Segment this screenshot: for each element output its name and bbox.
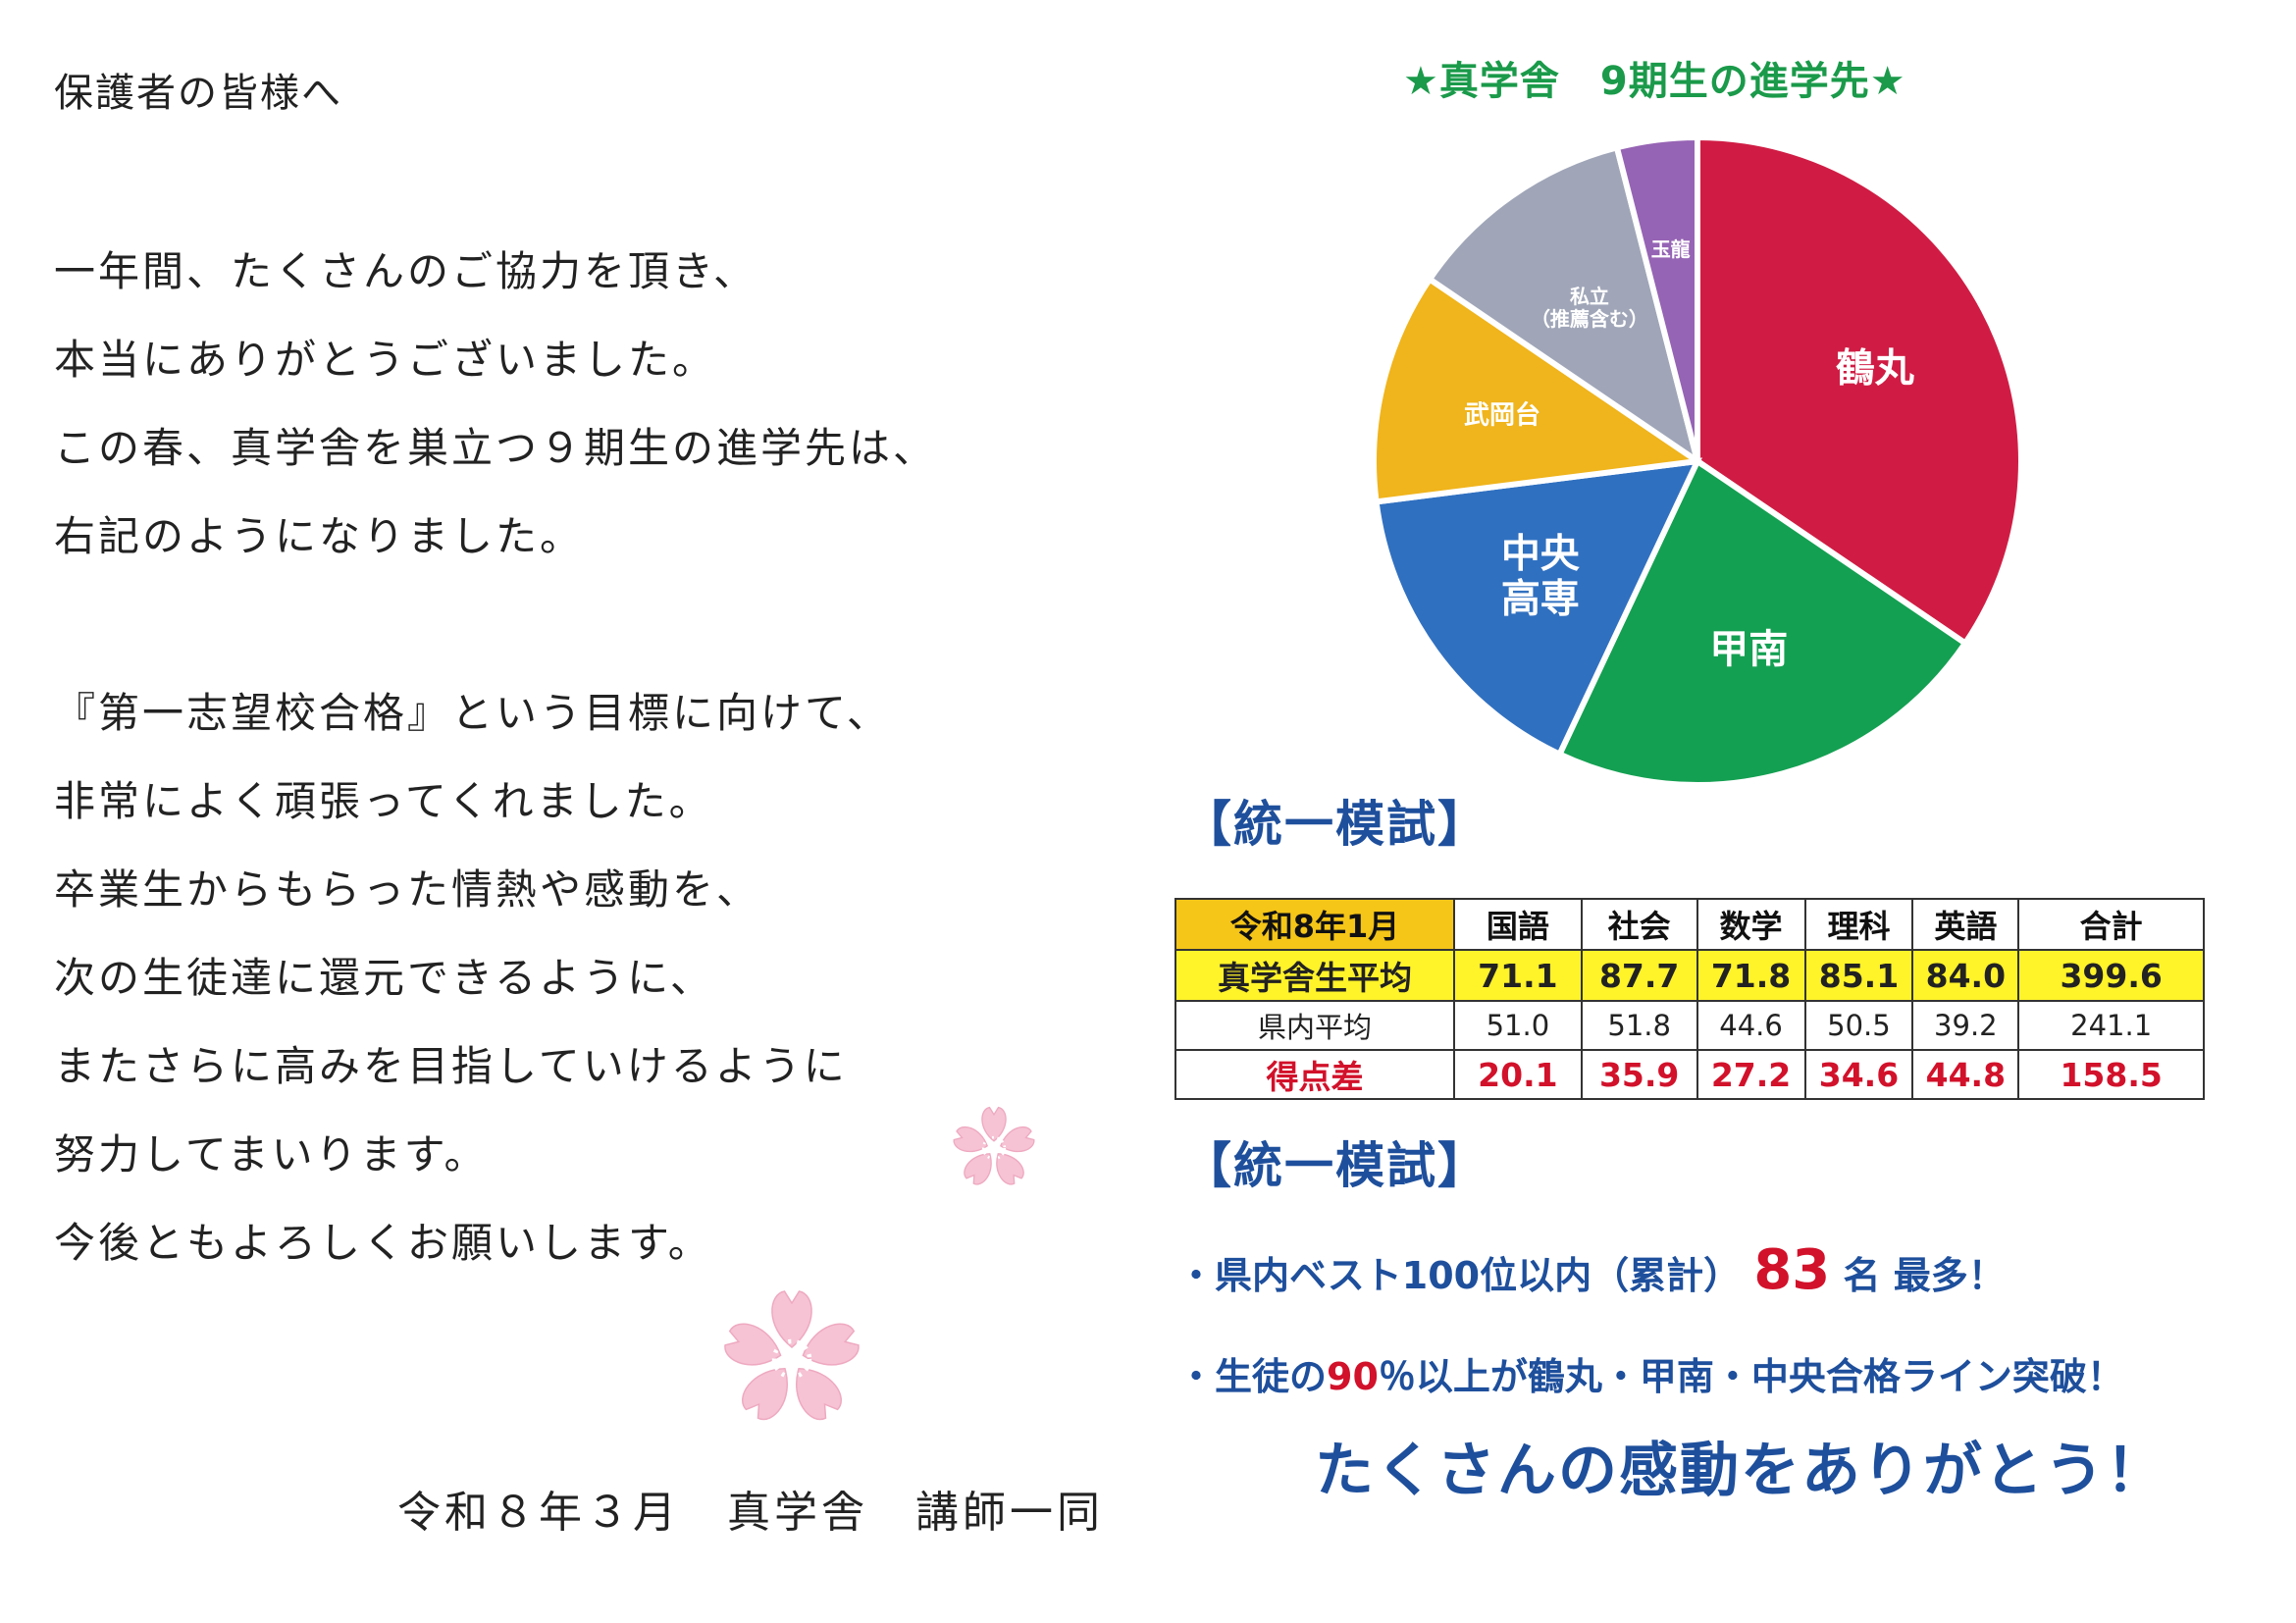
table-cell: 71.8	[1696, 949, 1806, 1002]
highlight-count: 83	[1753, 1238, 1831, 1302]
table-cell: 50.5	[1803, 1000, 1914, 1051]
table-cell: 35.9	[1580, 1049, 1698, 1100]
bullet-text: ％以上が鶴丸・甲南・中央合格ライン突破！	[1378, 1355, 2124, 1398]
pie-slice-label: 玉龍	[1651, 237, 1691, 261]
table-cell: 44.8	[1911, 1049, 2020, 1100]
table-cell: 85.1	[1803, 949, 1914, 1002]
table-row: 得点差 20.1 35.9 27.2 34.6 44.8 158.5	[1174, 1049, 2205, 1100]
table-cell: 84.0	[1911, 949, 2020, 1002]
pie-chart-title: ★真学舎 9期生の進学先★	[1403, 59, 1906, 104]
letter-line: またさらに高みを目指していけるように	[54, 1042, 848, 1090]
cherry-blossom-large-icon	[720, 1290, 863, 1427]
cherry-blossom-small-icon	[951, 1106, 1037, 1189]
pie-slice-label: 鶴丸	[1836, 345, 1914, 391]
table-cell: 241.1	[2017, 1000, 2205, 1051]
table-cell: 34.6	[1803, 1049, 1914, 1100]
result-bullet-top100: ・県内ベスト100位以内（累計） 83 名 最多！	[1177, 1238, 2006, 1302]
column-header: 英語	[1911, 898, 2020, 951]
table-row: 県内平均 51.0 51.8 44.6 50.5 39.2 241.1	[1174, 1000, 2205, 1051]
table-cell: 27.2	[1696, 1049, 1806, 1100]
pie-slice	[1613, 133, 1700, 462]
table-cell: 399.6	[2017, 949, 2205, 1002]
table-cell: 39.2	[1911, 1000, 2020, 1051]
table-cell: 51.8	[1580, 1000, 1698, 1051]
letter-body: 一年間、たくさんのご協力を頂き、 本当にありがとうございました。 この春、真学舎…	[54, 243, 937, 1303]
table-row: 真学舎生平均 71.1 87.7 71.8 85.1 84.0 399.6	[1174, 949, 2205, 1002]
row-label: 真学舎生平均	[1174, 949, 1455, 1002]
highlight-percent: 90	[1327, 1355, 1379, 1398]
table-cell: 20.1	[1452, 1049, 1583, 1100]
thanks-message: たくさんの感動をありがとう！	[1315, 1437, 2166, 1505]
letter-line: 一年間、たくさんのご協力を頂き、	[54, 247, 758, 295]
results-heading: 【統一模試】	[1182, 1137, 1488, 1194]
bullet-text: ・生徒の	[1177, 1355, 1328, 1398]
letter-line: 非常によく頑張ってくれました。	[54, 777, 713, 825]
pie-slice-label: 甲南	[1709, 627, 1788, 672]
pie-slice	[1695, 133, 2024, 648]
mock-exam-heading: 【統一模試】	[1182, 796, 1488, 853]
column-header: 国語	[1452, 898, 1583, 951]
letter-line: 努力してまいります。	[54, 1130, 489, 1178]
pie-slice	[1371, 275, 1706, 505]
column-header: 合計	[2017, 898, 2205, 951]
table-cell: 87.7	[1580, 949, 1698, 1002]
pie-chart: 鶴丸甲南 中央高専 武岡台 私立（推薦含む） 玉龍	[1364, 128, 2031, 795]
bullet-text: 名 最多！	[1843, 1254, 2006, 1297]
letter-line: 右記のようになりました。	[54, 512, 585, 560]
letter-line: 卒業生からもらった情熱や感動を、	[54, 865, 761, 914]
letter-line: 本当にありがとうございました。	[54, 336, 717, 384]
letter-line: 『第一志望校合格』という目標に向けて、	[54, 689, 891, 737]
bullet-text: ・県内ベスト100位以内（累計）	[1177, 1254, 1742, 1297]
pie-slice-label: 中央高専	[1501, 531, 1581, 621]
table-cell: 44.6	[1696, 1000, 1806, 1051]
column-header: 数学	[1696, 898, 1806, 951]
table-corner: 令和8年1月	[1174, 898, 1455, 951]
letter-line: この春、真学舎を巣立つ９期生の進学先は、	[54, 424, 938, 472]
column-header: 社会	[1580, 898, 1698, 951]
letter-line: 今後ともよろしくお願いします。	[54, 1219, 712, 1267]
mock-exam-table: 令和8年1月 国語 社会 数学 理科 英語 合計 真学舎生平均 71.1 87.…	[1174, 898, 2205, 1100]
letter-signature: 令和８年３月 真学舎 講師一同	[397, 1488, 1104, 1538]
table-cell: 71.1	[1452, 949, 1583, 1002]
pie-slice-label: 私立（推薦含む）	[1531, 285, 1648, 331]
table-cell: 51.0	[1452, 1000, 1583, 1051]
pie-slice-label: 武岡台	[1464, 399, 1540, 430]
result-bullet-pass-line: ・生徒の90％以上が鶴丸・甲南・中央合格ライン突破！	[1177, 1346, 2124, 1400]
column-header: 理科	[1803, 898, 1914, 951]
letter-greeting: 保護者の皆様へ	[54, 71, 342, 116]
row-label: 得点差	[1174, 1049, 1455, 1100]
pie-slice	[1373, 457, 1703, 759]
pie-slice	[1425, 143, 1702, 468]
letter-line: 次の生徒達に還元できるように、	[54, 954, 714, 1002]
row-label: 県内平均	[1174, 1000, 1455, 1051]
table-cell: 158.5	[2017, 1049, 2205, 1100]
